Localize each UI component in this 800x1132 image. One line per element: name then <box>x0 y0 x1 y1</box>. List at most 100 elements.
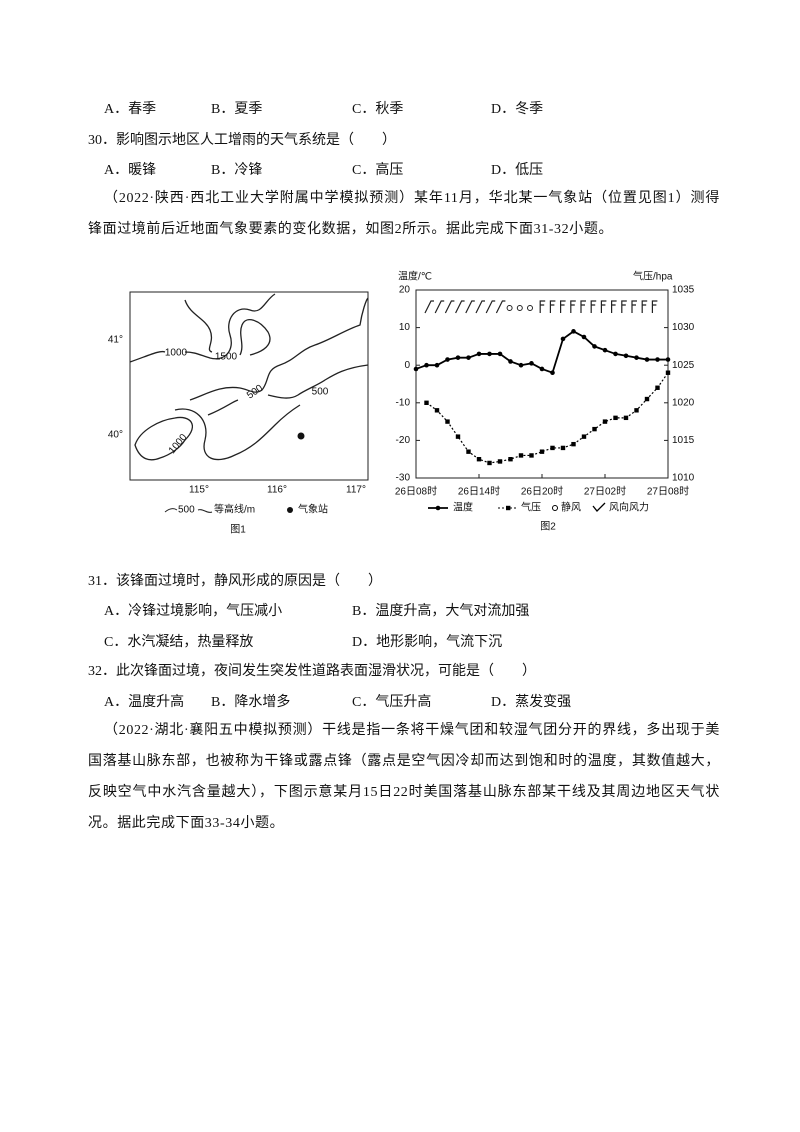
contour <box>189 297 369 401</box>
point <box>602 347 608 353</box>
point <box>445 419 450 424</box>
option: C．气压升高 <box>352 695 432 710</box>
legend-label: 500 <box>178 505 195 516</box>
point <box>644 357 650 362</box>
point <box>623 415 629 421</box>
passage: （2022·陕西·西北工业大学附属中学模拟预测）某年11月，华北某一气象站（位置… <box>88 191 720 237</box>
contour-label: 1000 <box>167 432 190 456</box>
point <box>508 359 513 364</box>
point <box>550 370 555 376</box>
weather-station <box>297 432 305 440</box>
wind-symbol <box>580 300 586 313</box>
option: B．温度升高，大气对流加强 <box>352 604 530 619</box>
y2-tick-label: 1035 <box>672 285 695 296</box>
contour <box>184 299 271 356</box>
point <box>613 415 618 421</box>
passage: （2022·湖北·襄阳五中模拟预测）干线是指一条将干燥气团和较湿气团分开的界线，… <box>88 723 720 831</box>
q31-options: C．水汽凝结，热量释放 D．地形影响，气流下沉 <box>104 631 664 651</box>
option: B．降水增多 <box>211 695 291 710</box>
point <box>539 366 545 372</box>
q32-options: A．温度升高 B．降水增多 C．气压升高 D．蒸发变强 <box>104 691 664 711</box>
y2-axis-title: 气压/hpa <box>633 270 673 283</box>
contour-label: 500 <box>312 387 329 398</box>
point <box>466 449 471 454</box>
legend-marker <box>435 505 441 511</box>
lon-label: 116° <box>267 485 287 496</box>
y-tick-label: 10 <box>399 322 411 333</box>
legend-label: 风向风力 <box>609 501 649 514</box>
wind-symbol <box>611 300 617 313</box>
legend-label: 气象站 <box>298 503 328 516</box>
wind-symbol <box>495 300 506 314</box>
point <box>634 408 639 413</box>
y2-tick-label: 1030 <box>672 322 695 333</box>
wind-symbol <box>444 300 455 314</box>
y-tick-label: 0 <box>404 360 410 371</box>
lat-label: 41° <box>108 335 123 346</box>
y-tick-label: 20 <box>399 285 411 296</box>
wind-symbol <box>465 300 475 314</box>
legend-marker <box>592 502 606 512</box>
point <box>424 400 429 405</box>
point <box>644 396 650 402</box>
y-axis-title: 温度/℃ <box>398 270 432 283</box>
point <box>592 344 597 349</box>
question-stem: 31．该锋面过境时，静风形成的原因是（ ） <box>88 574 382 589</box>
wind-symbol <box>570 300 576 313</box>
point <box>518 453 524 458</box>
point <box>623 353 629 359</box>
point <box>539 449 545 454</box>
point <box>413 366 419 372</box>
wind-symbol <box>641 300 648 313</box>
series-line <box>426 372 669 464</box>
wind-symbol <box>485 300 496 314</box>
contour <box>134 416 194 461</box>
wind-symbol <box>434 300 445 314</box>
point <box>560 445 566 451</box>
y-tick-label: -30 <box>396 473 411 484</box>
option: C．高压 <box>352 163 404 178</box>
wind-symbol <box>651 300 658 313</box>
q31-options: A．冷锋过境影响，气压减小 B．温度升高，大气对流加强 <box>104 600 664 620</box>
point <box>655 385 660 390</box>
contour-label: 1500 <box>215 352 238 363</box>
lon-label: 117° <box>346 485 366 496</box>
legend-label: 温度 <box>453 501 473 514</box>
x-tick-label: 27日02时 <box>584 486 626 498</box>
point <box>560 336 566 342</box>
point <box>424 362 429 368</box>
x-tick-label: 26日08时 <box>395 486 437 498</box>
point <box>571 329 576 334</box>
point <box>487 351 492 357</box>
option: D．低压 <box>491 163 544 178</box>
legend-marker <box>552 505 558 511</box>
point <box>602 419 608 424</box>
point <box>497 459 503 464</box>
point <box>613 351 618 357</box>
x-tick-label: 27日08时 <box>647 486 689 498</box>
point <box>455 355 461 360</box>
wind-symbol <box>560 300 566 313</box>
legend-contour <box>164 508 213 513</box>
series-line <box>415 330 668 374</box>
contours <box>129 293 369 461</box>
point <box>476 351 482 357</box>
point <box>445 357 450 362</box>
legend-label: 气压 <box>521 501 541 514</box>
legend-marker <box>506 505 511 511</box>
contour <box>207 364 369 416</box>
lon-label: 115° <box>189 485 209 496</box>
option: B．冷锋 <box>211 163 263 178</box>
point <box>592 426 597 432</box>
wind-symbol <box>549 300 556 313</box>
contour <box>174 404 301 461</box>
option: C．秋季 <box>352 102 404 117</box>
wind-symbol <box>424 300 434 314</box>
wind-symbol <box>539 300 546 313</box>
figures: 41° 40° 115° 116° 117° 1000 1500 500 500… <box>108 270 695 536</box>
y-tick-label: -20 <box>396 435 411 446</box>
point <box>455 434 461 439</box>
option: A．暖锋 <box>104 163 157 178</box>
x-tick-label: 26日20时 <box>521 486 563 498</box>
